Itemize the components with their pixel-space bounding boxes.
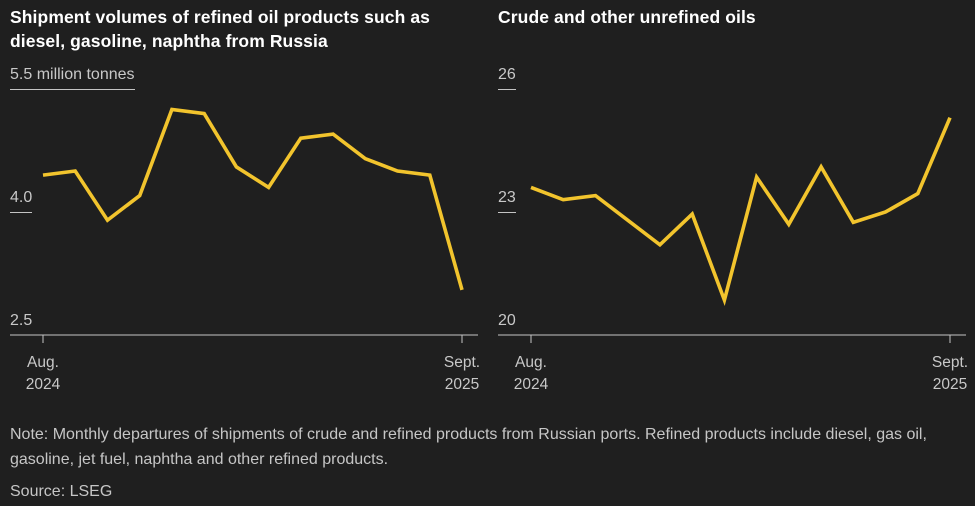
source-line: Source: LSEG xyxy=(10,483,113,500)
x-axis-label-end-year: 2025 xyxy=(932,376,968,393)
x-axis-label-start-month: Aug. xyxy=(515,354,547,371)
data-line xyxy=(530,116,952,307)
y-axis-tick-label-mid: 4.0 xyxy=(10,187,33,213)
x-axis-label-end: Sept. 2025 xyxy=(918,352,975,396)
line-chart-svg xyxy=(498,116,966,343)
line-chart-svg xyxy=(10,107,478,343)
x-axis-label-end-year: 2025 xyxy=(444,376,480,393)
x-axis-label-end-month: Sept. xyxy=(931,354,969,371)
footnote: Note: Monthly departures of shipments of… xyxy=(10,426,927,468)
refined-products-chart-panel: Shipment volumes of refined oil products… xyxy=(10,0,480,420)
x-axis-label-start-year: 2024 xyxy=(513,376,549,393)
y-axis-tick-label-bottom: 20 xyxy=(498,312,516,329)
chart-title: Crude and other unrefined oils xyxy=(498,7,756,27)
y-axis-tick-label-top: 26 xyxy=(498,64,516,90)
x-axis-label-start-month: Aug. xyxy=(27,354,59,371)
y-axis-tick-label-top: 5.5 million tonnes xyxy=(10,64,135,90)
x-axis-label-end: Sept. 2025 xyxy=(430,352,494,396)
x-axis-label-start: Aug. 2024 xyxy=(499,352,563,396)
y-axis-tick-label-bottom: 2.5 xyxy=(10,312,33,329)
x-axis-label-start-year: 2024 xyxy=(25,376,61,393)
x-axis-label-start: Aug. 2024 xyxy=(11,352,75,396)
x-axis-label-end-month: Sept. xyxy=(443,354,481,371)
crude-oils-chart-panel: Crude and other unrefined oils 26 23 20 … xyxy=(498,0,968,420)
data-line xyxy=(42,107,464,291)
chart-title: Shipment volumes of refined oil products… xyxy=(10,7,431,52)
y-axis-tick-label-mid: 23 xyxy=(498,187,516,213)
